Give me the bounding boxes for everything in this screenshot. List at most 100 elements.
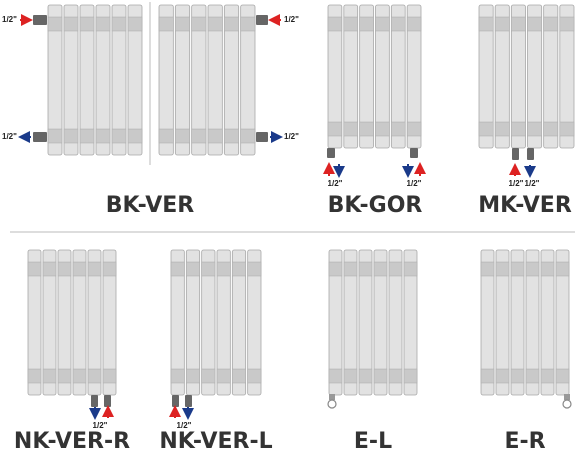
radiator-header [47,128,63,144]
radiator-header [375,121,390,137]
radiator-header [343,261,358,277]
radiator-tube [127,4,143,156]
panel-label: BK-GOR [328,193,423,218]
radiator-header [327,121,343,137]
pipe-stub [327,148,335,158]
radiator-header [186,261,200,277]
pipe-stub [512,148,519,160]
radiator-header [359,16,374,32]
radiator-header [72,368,87,384]
radiator-header [175,128,190,144]
radiator-tube [27,249,42,396]
radiator-header [207,128,223,144]
radiator-header [170,368,185,384]
radiator-header [63,128,79,144]
radiator-header [191,128,207,144]
radiator-header [216,368,231,384]
radiator-header [216,261,231,277]
radiator-header [186,368,200,384]
pipe-label: 1/2" [2,132,17,141]
radiator-header [79,128,95,144]
radiator-tube [63,4,79,156]
radiator-header [480,368,495,384]
radiator-header [224,16,239,32]
radiator-tube [327,4,343,149]
radiator-header [559,16,575,32]
radiator-header [511,16,526,32]
pipe-stub [172,395,179,407]
radiator-header [201,368,216,384]
radiator-tube [527,4,543,149]
pipe-label: 1/2" [2,15,17,24]
heating-element [327,399,337,409]
radiator-header [478,16,494,32]
radiator-header [111,16,127,32]
radiator-header [495,368,510,384]
pipe-label: 1/2" [509,179,524,188]
radiator-header [328,261,343,277]
radiator-header [232,368,246,384]
radiator-header [95,128,111,144]
radiator-header [495,261,510,277]
radiator-header [525,368,540,384]
radiator-header [247,368,262,384]
pipe-label: 1/2" [177,421,192,430]
radiator-header [327,16,343,32]
radiator-header [247,261,262,277]
radiator-header [480,261,495,277]
heating-element [329,394,335,400]
radiator-header [388,261,403,277]
radiator-header [511,121,526,137]
pipe-stub [410,148,418,158]
radiator-header [102,368,117,384]
radiator-tube [390,4,406,149]
radiator-tube [47,4,63,156]
radiator-tube [375,4,390,149]
radiator-tube [480,249,495,396]
pipe-stub [256,15,268,25]
radiator-tube [494,4,510,149]
radiator-header [540,368,555,384]
pipe-stub [256,132,268,142]
radiator-header [391,16,406,32]
heating-element [564,394,570,400]
radiator-tube [510,249,525,396]
radiator-header [127,16,143,32]
pipe-label: 1/2" [525,179,540,188]
radiator-header [27,261,42,277]
radiator-tube [478,4,494,149]
radiator-tube [328,249,343,396]
radiator-header [27,368,42,384]
radiator-tube [79,4,95,156]
pipe-stub [33,15,47,25]
radiator-tube [42,249,57,396]
radiator-header [478,121,494,137]
radiator-header [111,128,127,144]
radiator-header [358,368,373,384]
radiator-header [406,16,422,32]
radiator-tube [240,4,256,156]
radiator-header [555,368,570,384]
radiator-tube [223,4,240,156]
radiator-tube [207,4,223,156]
radiator-tube [216,249,231,396]
radiator-tube [510,4,526,149]
radiator-header [494,121,510,137]
radiator-header [359,121,374,137]
panel-label: MK-VER [478,193,572,218]
radiator-header [358,261,373,277]
panel-label: NK-VER-R [14,429,130,454]
radiator-header [42,261,57,277]
radiator-tube [525,249,540,396]
radiator-tube [158,4,174,156]
radiator-tube [247,249,262,396]
radiator-header [158,128,174,144]
radiator-header [403,261,418,277]
pipe-stub [91,395,98,407]
radiator-header [343,121,358,137]
radiator-header [343,368,358,384]
radiator-tube [358,249,373,396]
radiator-header [175,16,190,32]
radiator-tube [359,4,374,149]
